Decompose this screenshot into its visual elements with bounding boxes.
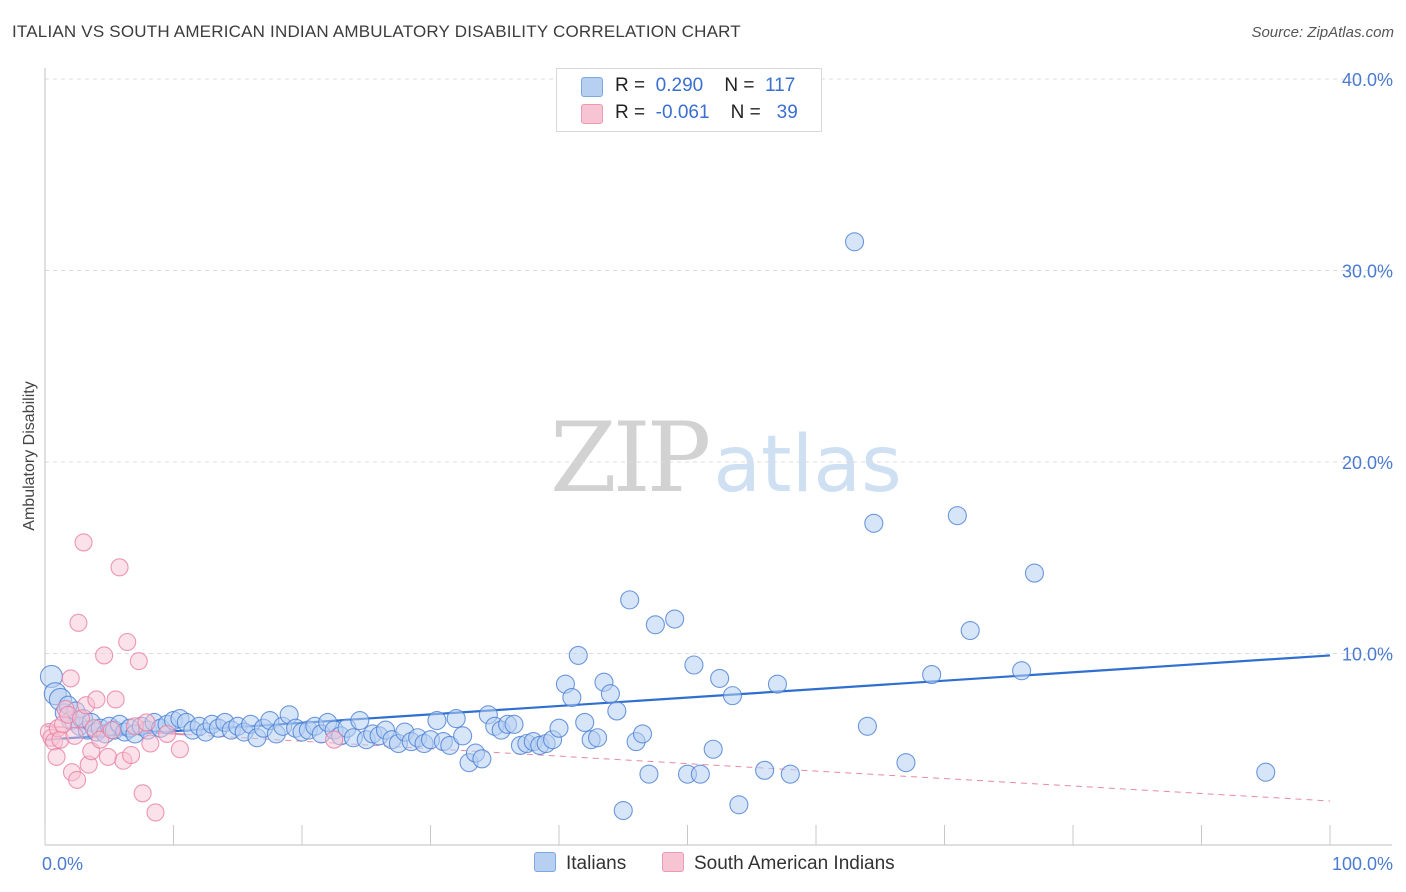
italians-point [960, 620, 980, 641]
sai-point [122, 745, 141, 765]
legend-r-value: 0.290 [655, 75, 704, 96]
italians-point [922, 665, 942, 685]
italians-point [722, 686, 743, 706]
italians-point [1012, 661, 1032, 681]
italians-point [896, 753, 916, 773]
italians-point [690, 764, 710, 784]
bottom-legend-sai: South American Indians [662, 852, 895, 875]
sai-point [74, 533, 93, 552]
sai-point [65, 726, 84, 745]
italians-point [504, 714, 524, 734]
bottom-legend-swatch-italians [534, 852, 556, 872]
sai-point [141, 734, 160, 753]
data-points [39, 232, 1276, 822]
italians-point [1256, 762, 1276, 782]
italians-point [350, 710, 370, 731]
italians-point [684, 655, 704, 675]
sai-point [325, 730, 344, 749]
sai-point [110, 558, 129, 577]
sai-point [87, 690, 106, 709]
sai-point [170, 740, 189, 759]
sai-point [98, 747, 118, 766]
legend-r-label: R = [615, 75, 646, 96]
italians-point [620, 590, 640, 610]
italians-point [575, 712, 595, 732]
sai-point [102, 721, 121, 740]
italians-point [947, 506, 967, 526]
x-tick-label: 100.0% [1332, 854, 1393, 874]
correlation-legend: R = 0.290 N = 117 R = -0.061 N = 39 [556, 68, 822, 132]
zipatlas-watermark: ZIPatlas [550, 402, 902, 514]
sai-point [133, 784, 152, 803]
italians-point [600, 684, 620, 704]
italians-point [446, 709, 466, 729]
bottom-legend-label-italians: Italians [566, 853, 627, 874]
italians-point [767, 674, 788, 694]
watermark-atlas: atlas [713, 420, 902, 510]
legend-r-label: R = [615, 102, 646, 123]
italians-point [755, 760, 775, 780]
italians-point [857, 716, 877, 736]
italians-point [587, 728, 608, 748]
y-tick-label: 40.0% [1342, 70, 1393, 90]
sai-point [118, 632, 137, 652]
legend-swatch-sai [581, 104, 603, 124]
legend-n-label: N = [724, 75, 755, 96]
source-label: Source: ZipAtlas.com [1251, 24, 1394, 41]
italians-point [440, 735, 460, 755]
sai-point [69, 613, 88, 632]
italians-point [864, 513, 884, 533]
legend-n-value: 39 [776, 102, 798, 123]
y-tick-label: 30.0% [1342, 262, 1393, 282]
italians-point [729, 795, 749, 815]
italians-point [665, 609, 685, 629]
watermark-zip: ZIP [550, 402, 711, 514]
sai-point [137, 713, 156, 732]
y-tick-label: 20.0% [1342, 453, 1393, 473]
italians-point [549, 718, 569, 738]
legend-swatch-italians [581, 77, 603, 97]
sai-point [129, 652, 148, 671]
axes [44, 68, 1392, 846]
legend-n-value: 117 [765, 75, 796, 96]
italians-point [710, 668, 730, 688]
bottom-legend-swatch-sai [662, 852, 684, 872]
legend-n-label: N = [730, 102, 761, 123]
italians-point [568, 645, 588, 665]
chart-title: ITALIAN VS SOUTH AMERICAN INDIAN AMBULAT… [12, 22, 741, 41]
italians-point [632, 724, 653, 744]
italians-point [613, 800, 633, 821]
italians-point [427, 710, 447, 731]
sai-point [146, 803, 165, 822]
italians-point [639, 764, 659, 784]
bottom-legend-italians: Italians [534, 852, 626, 875]
italians-point [645, 615, 665, 635]
sai-point [95, 646, 114, 665]
italians-point [453, 726, 473, 746]
italians-point [780, 764, 800, 784]
italians-point [1024, 563, 1044, 583]
sai-point [68, 770, 87, 789]
italians-point [844, 232, 865, 252]
sai-point [61, 669, 80, 688]
italians-point [607, 701, 627, 721]
sai-point [158, 724, 177, 743]
x-tick-label: 0.0% [42, 854, 83, 874]
y-tick-label: 10.0% [1342, 645, 1393, 665]
grid-lines [45, 78, 1392, 654]
italians-point [562, 687, 582, 708]
italians-point [472, 749, 492, 769]
bottom-legend-label-sai: South American Indians [694, 853, 895, 874]
sai-point [47, 747, 66, 766]
tick-labels: 10.0% 20.0% 30.0% 40.0% 0.0% 100.0% [42, 70, 1393, 874]
y-axis-label: Ambulatory Disability [21, 381, 38, 530]
legend-r-value: -0.061 [655, 102, 710, 123]
sai-point [106, 690, 125, 709]
italians-point [703, 739, 723, 759]
